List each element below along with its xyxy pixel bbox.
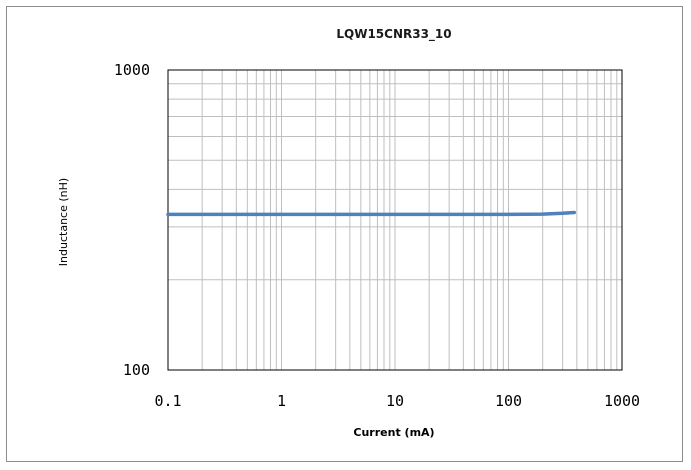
series-line-0	[166, 210, 577, 217]
x-tick-label: 100	[495, 392, 522, 410]
x-tick-label: 10	[386, 392, 404, 410]
y-tick-label: 100	[123, 361, 150, 379]
y-tick-label: 1000	[114, 61, 150, 79]
x-tick-label: 1000	[604, 392, 640, 410]
plot-area-border	[167, 69, 623, 371]
x-tick-label: 0.1	[154, 392, 181, 410]
x-axis-label: Current (mA)	[353, 426, 434, 439]
y-axis-label: Inductance (nH)	[57, 178, 70, 266]
tick-labels: 0.1 1 10 100 1000 100 1000	[114, 61, 640, 410]
series-layer	[166, 210, 577, 217]
chart-title: LQW15CNR33_10	[336, 27, 451, 42]
chart-frame	[6, 6, 683, 462]
x-tick-label: 1	[277, 392, 286, 410]
grid-lines	[167, 70, 622, 371]
